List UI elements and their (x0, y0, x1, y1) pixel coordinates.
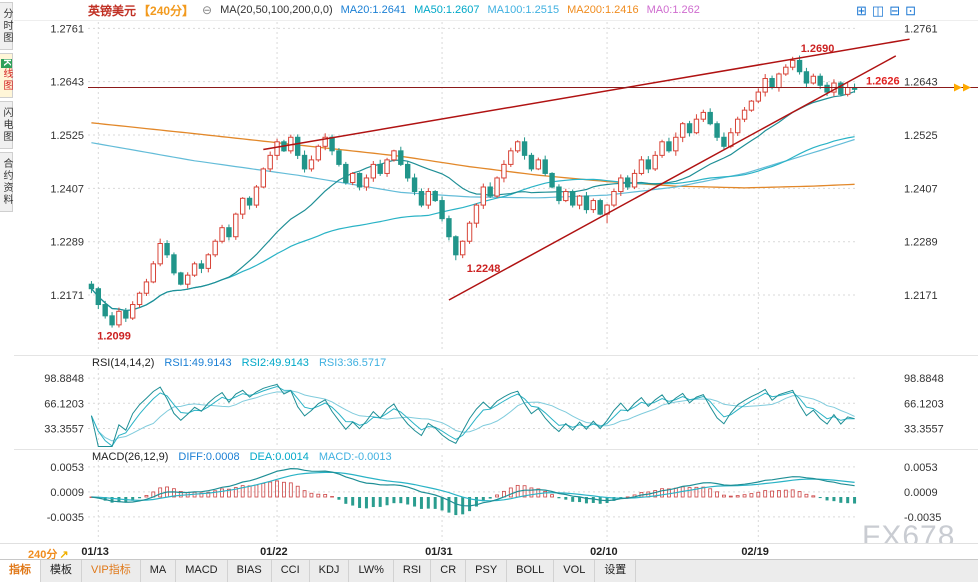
rsi-title: RSI(14,14,2) (92, 357, 155, 369)
macd-diff-value: DIFF:0.0008 (178, 451, 240, 463)
time-axis: 240分 ↗ 01/13 01/22 01/31 02/10 02/19 (0, 543, 978, 561)
sidebar-tab-flash-chart[interactable]: 闪电图 (0, 101, 13, 150)
svg-text:66.1203: 66.1203 (904, 398, 944, 410)
svg-text:1.2248: 1.2248 (467, 263, 501, 275)
rsi2-value: RSI2:49.9143 (241, 357, 309, 369)
svg-text:1.2761: 1.2761 (50, 23, 84, 35)
layout-grid-icon[interactable]: ⊞ (855, 2, 867, 18)
rsi3-value: RSI3:36.5717 (318, 357, 387, 369)
svg-text:1.2099: 1.2099 (97, 331, 131, 343)
toolbar-tab-5[interactable]: MACD (176, 560, 228, 582)
macd-header: MACD(26,12,9) DIFF:0.0008 DEA:0.0014 MAC… (92, 451, 392, 463)
date-label: 01/22 (260, 546, 288, 558)
toolbar-tab-14[interactable]: VOL (554, 560, 596, 582)
svg-text:98.8848: 98.8848 (44, 373, 84, 385)
svg-text:66.1203: 66.1203 (44, 398, 84, 410)
toolbar-tabs: 指标 模板 VIP指标 MA MACD BIAS CCI KDJ LW% RSI CR PSY BOLL… (0, 560, 978, 582)
svg-text:1.2407: 1.2407 (50, 183, 84, 195)
toolbar-tab-6[interactable]: BIAS (227, 560, 272, 582)
bottom-toolbar: 指标 模板 VIP指标 MA MACD BIAS CCI KDJ LW% RSI CR PSY BOLL… (0, 559, 978, 582)
ma100-value: MA100:1.2515 (487, 4, 560, 16)
date-label: 02/10 (590, 546, 618, 558)
svg-text:0.0053: 0.0053 (50, 462, 84, 474)
toolbar-tab-11[interactable]: CR (431, 560, 467, 582)
ma-settings-label: MA(20,50,100,200,0,0) (220, 4, 333, 16)
svg-text:1.2171: 1.2171 (904, 290, 938, 302)
svg-text:1.2289: 1.2289 (50, 237, 84, 249)
svg-text:0.0009: 0.0009 (904, 487, 938, 499)
sidebar: 分时图 K线图 闪电图 合约资料 (0, 2, 14, 215)
sidebar-tab-minute-chart[interactable]: 分时图 (0, 2, 13, 50)
svg-text:1.2525: 1.2525 (50, 130, 84, 142)
ma0-value: MA0:1.262 (646, 4, 700, 16)
sidebar-tab-kline-label: 线图 (1, 68, 12, 93)
svg-text:-0.0035: -0.0035 (904, 512, 941, 524)
svg-text:1.2626: 1.2626 (866, 76, 900, 88)
sidebar-tab-contract-info[interactable]: 合约资料 (0, 152, 13, 213)
sidebar-tab-kline-k: K (1, 59, 12, 69)
svg-text:-0.0035: -0.0035 (47, 512, 84, 524)
toolbar-tab-2[interactable]: 模板 (41, 560, 82, 582)
toolbar-tab-3[interactable]: VIP指标 (82, 560, 141, 582)
svg-text:1.2171: 1.2171 (50, 290, 84, 302)
toolbar-tab-10[interactable]: RSI (393, 560, 432, 582)
svg-text:0.0053: 0.0053 (904, 462, 938, 474)
svg-text:1.2643: 1.2643 (50, 77, 84, 89)
chart-header: 英镑美元 【240分】 ⊖ MA(20,50,100,200,0,0) MA20… (88, 0, 978, 20)
macd-dea-value: DEA:0.0014 (249, 451, 309, 463)
toolbar-tab-1[interactable]: 指标 (0, 560, 41, 582)
svg-text:1.2525: 1.2525 (904, 130, 938, 142)
sidebar-tab-flash-label: 闪电图 (1, 107, 12, 144)
toolbar-tab-15[interactable]: 设置 (595, 560, 637, 582)
toolbar-tab-9[interactable]: LW% (349, 560, 394, 582)
toolbar-tab-8[interactable]: KDJ (309, 560, 350, 582)
ma200-value: MA200:1.2416 (567, 4, 639, 16)
svg-text:33.3557: 33.3557 (44, 423, 84, 435)
macd-title: MACD(26,12,9) (92, 451, 169, 463)
svg-text:1.2643: 1.2643 (904, 77, 938, 89)
collapse-icon[interactable]: ⊖ (202, 3, 213, 17)
svg-text:0.0009: 0.0009 (50, 487, 84, 499)
toolbar-tab-13[interactable]: BOLL (507, 560, 555, 582)
ma20-value: MA20:1.2641 (340, 4, 407, 16)
layout-single-icon[interactable]: ⊡ (905, 2, 916, 18)
svg-text:98.8848: 98.8848 (904, 373, 944, 385)
macd-hist-value: MACD:-0.0013 (318, 451, 392, 463)
period-label[interactable]: 【240分】 (138, 3, 195, 18)
rsi-header: RSI(14,14,2) RSI1:49.9143 RSI2:49.9143 R… (92, 357, 386, 369)
svg-text:1.2407: 1.2407 (904, 183, 938, 195)
svg-text:1.2289: 1.2289 (904, 237, 938, 249)
layout-rows-icon[interactable]: ⊟ (889, 2, 901, 18)
arrow-up-right-icon: ↗ (59, 549, 69, 561)
toolbar-tab-4[interactable]: MA (140, 560, 177, 582)
rsi1-value: RSI1:49.9143 (164, 357, 232, 369)
sidebar-tab-kline-chart[interactable]: K线图 (0, 53, 13, 99)
symbol-name: 英镑美元 (88, 3, 137, 18)
date-label: 01/31 (425, 546, 453, 558)
date-label: 02/19 (741, 546, 769, 558)
sidebar-tab-minute-label: 分时图 (1, 8, 12, 44)
toolbar-tab-12[interactable]: PSY (466, 560, 508, 582)
svg-text:1.2690: 1.2690 (801, 43, 835, 55)
window-layout-icons: ⊞ ◫ ⊟ ⊡ (856, 4, 916, 17)
svg-text:1.2761: 1.2761 (904, 23, 938, 35)
date-label: 01/13 (81, 546, 109, 558)
timeframe-label: 240分 (28, 549, 58, 561)
ma50-value: MA50:1.2607 (414, 4, 480, 16)
svg-text:33.3557: 33.3557 (904, 423, 944, 435)
timeframe-tag[interactable]: 240分 ↗ (28, 546, 69, 562)
layout-columns-icon[interactable]: ◫ (871, 2, 885, 18)
toolbar-tab-7[interactable]: CCI (271, 560, 310, 582)
sidebar-tab-contract-label: 合约资料 (1, 158, 12, 207)
